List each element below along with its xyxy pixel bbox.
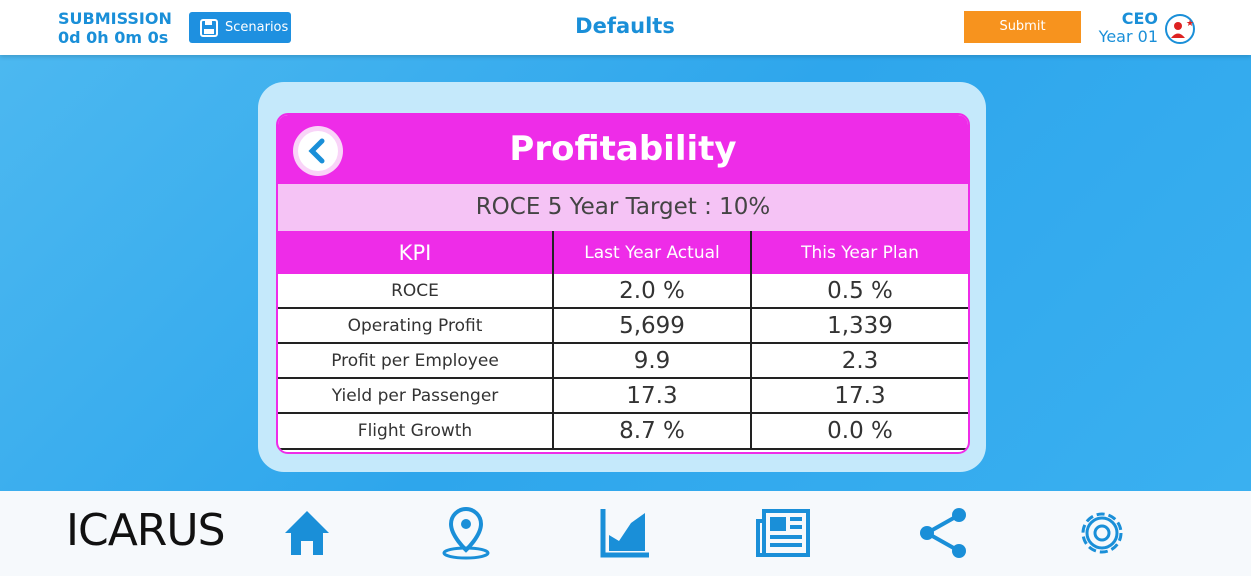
kpi-name: Profit per Employee (278, 344, 554, 379)
column-header: This Year Plan (752, 231, 968, 274)
kpi-value: 5,699 (554, 309, 752, 344)
column-header: KPI (278, 231, 554, 274)
target-banner: ROCE 5 Year Target : 10% (278, 184, 968, 231)
share-button[interactable] (915, 505, 971, 561)
map-button[interactable] (438, 505, 494, 561)
kpi-name: Flight Growth (278, 414, 554, 450)
role: CEO (1121, 9, 1158, 28)
top-bar: SUBMISSION 0d 0h 0m 0s Scenarios Default… (0, 0, 1251, 55)
column-header: Last Year Actual (554, 231, 752, 274)
kpi-name: Yield per Passenger (278, 379, 554, 414)
kpi-value: 0.5 % (752, 274, 968, 309)
timer: 0d 0h 0m 0s (58, 28, 169, 47)
news-button[interactable] (756, 505, 812, 561)
kpi-value: 9.9 (554, 344, 752, 379)
page-title: Defaults (575, 14, 675, 38)
kpi-table: KPI Last Year Actual This Year Plan ROCE 2.0… (278, 231, 968, 452)
kpi-value: 0.0 % (752, 414, 968, 450)
settings-button[interactable] (1074, 505, 1130, 561)
logo: ICARUS (66, 505, 226, 556)
kpi-value: 2.3 (752, 344, 968, 379)
kpi-value: 2.0 % (554, 274, 752, 309)
kpi-value: 17.3 (752, 379, 968, 414)
kpi-value: 8.7 % (554, 414, 752, 450)
svg-text:★: ★ (1186, 19, 1194, 29)
kpi-value: 17.3 (554, 379, 752, 414)
profile-button[interactable]: ★ (1164, 13, 1196, 45)
submission-label: SUBMISSION (58, 9, 172, 28)
charts-button[interactable] (597, 505, 653, 561)
scenarios-label: Scenarios (225, 20, 289, 35)
kpi-value: 1,339 (752, 309, 968, 344)
home-button[interactable] (279, 505, 335, 561)
year: Year 01 (1098, 27, 1158, 46)
kpi-name: Operating Profit (278, 309, 554, 344)
profitability-panel: Profitability ROCE 5 Year Target : 10% K… (276, 113, 970, 454)
submit-button[interactable]: Submit (964, 11, 1081, 43)
save-icon (200, 18, 218, 37)
kpi-name: ROCE (278, 274, 554, 309)
panel-title: Profitability (278, 115, 968, 184)
scenarios-button[interactable]: Scenarios (189, 12, 291, 43)
back-button[interactable] (292, 125, 344, 177)
